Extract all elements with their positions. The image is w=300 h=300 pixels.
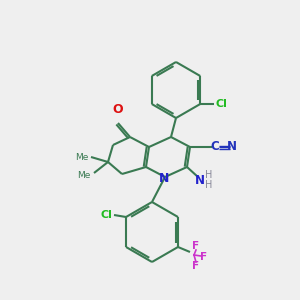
Text: C: C [211, 140, 219, 154]
Text: F: F [192, 241, 200, 251]
Text: N: N [227, 140, 237, 154]
Text: Me: Me [75, 152, 88, 161]
Text: F: F [200, 252, 208, 262]
Text: H: H [205, 170, 213, 180]
Text: N: N [195, 173, 205, 187]
Text: Me: Me [76, 170, 90, 179]
Text: N: N [159, 172, 169, 184]
Text: Cl: Cl [215, 99, 227, 109]
Text: H: H [205, 180, 213, 190]
Text: Cl: Cl [100, 210, 112, 220]
Text: F: F [192, 261, 200, 271]
Text: O: O [113, 103, 123, 116]
